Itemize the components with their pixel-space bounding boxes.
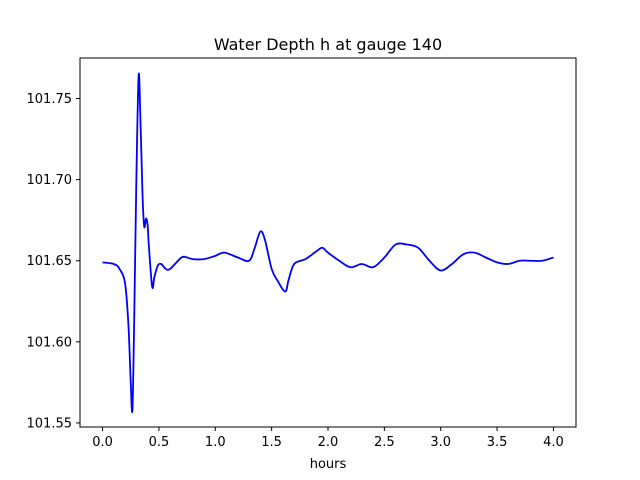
y-tick-label: 101.65 [27, 254, 73, 269]
x-tick-label: 3.5 [487, 435, 508, 450]
y-axis: 101.55 101.60 101.65 101.70 101.75 [27, 92, 80, 431]
y-tick-label: 101.70 [27, 173, 73, 188]
x-axis-label: hours [310, 457, 347, 472]
x-tick-label: 1.0 [205, 435, 226, 450]
y-tick-label: 101.55 [27, 416, 73, 431]
x-tick-label: 0.0 [92, 435, 113, 450]
plot-area [79, 57, 577, 428]
x-tick-label: 3.0 [430, 435, 451, 450]
plot-background [80, 58, 576, 427]
x-axis: 0.0 0.5 1.0 1.5 2.0 2.5 3.0 3.5 4.0 [92, 427, 564, 450]
x-tick-label: 4.0 [543, 435, 564, 450]
x-tick-label: 2.0 [318, 435, 339, 450]
x-tick-label: 2.5 [374, 435, 395, 450]
y-tick-label: 101.75 [27, 92, 73, 107]
y-tick-label: 101.60 [27, 335, 73, 350]
x-tick-label: 1.5 [261, 435, 282, 450]
x-tick-label: 0.5 [149, 435, 170, 450]
chart-title: Water Depth h at gauge 140 [214, 35, 442, 54]
series-line [102, 72, 554, 413]
